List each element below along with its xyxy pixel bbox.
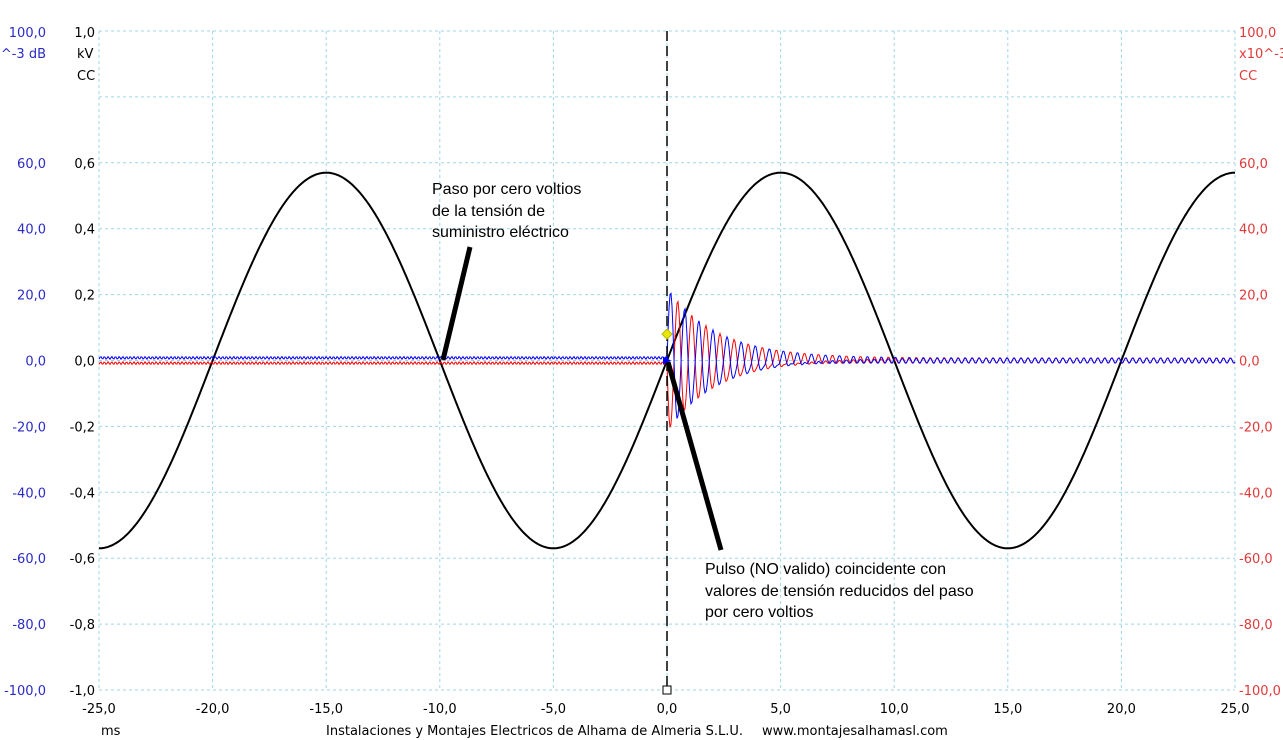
x-tick-label: -10,0: [423, 702, 457, 717]
left-kv-tick-label: -0,4: [70, 486, 95, 501]
annotation-zero-cross-line: de la tensión de: [432, 203, 545, 220]
left-kv-top-label: 1,0: [74, 26, 95, 41]
left-kv-unit: kV: [77, 47, 94, 62]
annotation-arrow-pulse: [665, 361, 724, 551]
right-tick-label: 40,0: [1239, 223, 1268, 238]
left-kv-tick-label: -0,6: [70, 552, 95, 567]
right-tick-label: -80,0: [1239, 618, 1273, 633]
left-kv-tick-label: 0,4: [74, 223, 95, 238]
annotation-zero-cross-line: suministro eléctrico: [432, 224, 569, 241]
x-tick-label: -25,0: [82, 702, 116, 717]
left-axis-kv: 1,0 kV CC: [74, 26, 95, 84]
left-db-tick-label: 20,0: [17, 289, 46, 304]
right-tick-label: -100,0: [1239, 684, 1281, 699]
left-kv-tick-label: 0,2: [74, 289, 95, 304]
left-kv-coupling: CC: [77, 69, 95, 84]
left-kv-tick-label: -0,8: [70, 618, 95, 633]
right-tick-label: 0,0: [1239, 355, 1260, 370]
left-db-tick-label: -100,0: [4, 684, 46, 699]
left-db-tick-label: 0,0: [25, 355, 46, 370]
left-db-tick-label: -60,0: [12, 552, 46, 567]
time-cursor[interactable]: [661, 31, 673, 695]
x-tick-label: 25,0: [1221, 702, 1250, 717]
left-db-tick-label: 40,0: [17, 223, 46, 238]
annotation-arrow-zero-cross: [440, 246, 473, 361]
annotation-pulse: Pulso (NO valido) coincidente con valore…: [705, 561, 978, 621]
x-tick-label: 5,0: [770, 702, 791, 717]
annotation-pulse-line: por cero voltios: [705, 604, 814, 621]
right-tick-label: 20,0: [1239, 289, 1268, 304]
annotation-zero-cross: Paso por cero voltios de la tensión de s…: [432, 181, 586, 241]
footer-website: www.montajesalhamasl.com: [762, 724, 948, 739]
x-tick-label: -20,0: [196, 702, 230, 717]
right-tick-label: -40,0: [1239, 486, 1273, 501]
left-axis-db: 100,0 ^-3 dB: [1, 26, 46, 62]
left-db-tick-label: 60,0: [17, 157, 46, 172]
x-tick-label: 15,0: [993, 702, 1022, 717]
footer-company: Instalaciones y Montajes Electricos de A…: [326, 724, 743, 739]
x-tick-label: 20,0: [1107, 702, 1136, 717]
annotations: Paso por cero voltios de la tensión de s…: [432, 181, 978, 621]
annotation-pulse-line: Pulso (NO valido) coincidente con: [705, 561, 946, 578]
left-db-top-label: 100,0: [9, 26, 46, 41]
left-db-tick-label: -20,0: [12, 420, 46, 435]
left-kv-tick-label: -0,2: [70, 420, 95, 435]
left-db-unit: ^-3 dB: [1, 47, 46, 62]
right-top-label: 100,0: [1239, 26, 1276, 41]
x-axis-unit: ms: [101, 724, 121, 739]
db-channel-marker[interactable]: [663, 356, 671, 365]
left-kv-tick-label: 0,6: [74, 157, 95, 172]
annotation-zero-cross-line: Paso por cero voltios: [432, 181, 581, 198]
x-tick-label: 10,0: [880, 702, 909, 717]
x-tick-label: 0,0: [657, 702, 678, 717]
x-tick-label: -5,0: [541, 702, 566, 717]
left-db-tick-label: -80,0: [12, 618, 46, 633]
x-tick-label: -15,0: [309, 702, 343, 717]
right-tick-label: 60,0: [1239, 157, 1268, 172]
annotation-pulse-line: valores de tensión reducidos del paso: [705, 583, 974, 600]
tick-labels: 60,0 0,6 60,0 40,0 0,4 40,0 20,0 0,2 20,0 0,0 0,0 0…: [4, 157, 1281, 717]
right-coupling: CC: [1239, 69, 1257, 84]
trigger-marker[interactable]: [661, 328, 673, 340]
cursor-handle[interactable]: [662, 685, 672, 695]
right-unit: x10^-3: [1239, 47, 1283, 62]
left-kv-tick-label: -1,0: [70, 684, 95, 699]
right-tick-label: -60,0: [1239, 552, 1273, 567]
right-axis: 100,0 x10^-3 CC: [1239, 26, 1283, 84]
left-db-tick-label: -40,0: [12, 486, 46, 501]
right-tick-label: -20,0: [1239, 420, 1273, 435]
left-kv-tick-label: 0,0: [74, 355, 95, 370]
